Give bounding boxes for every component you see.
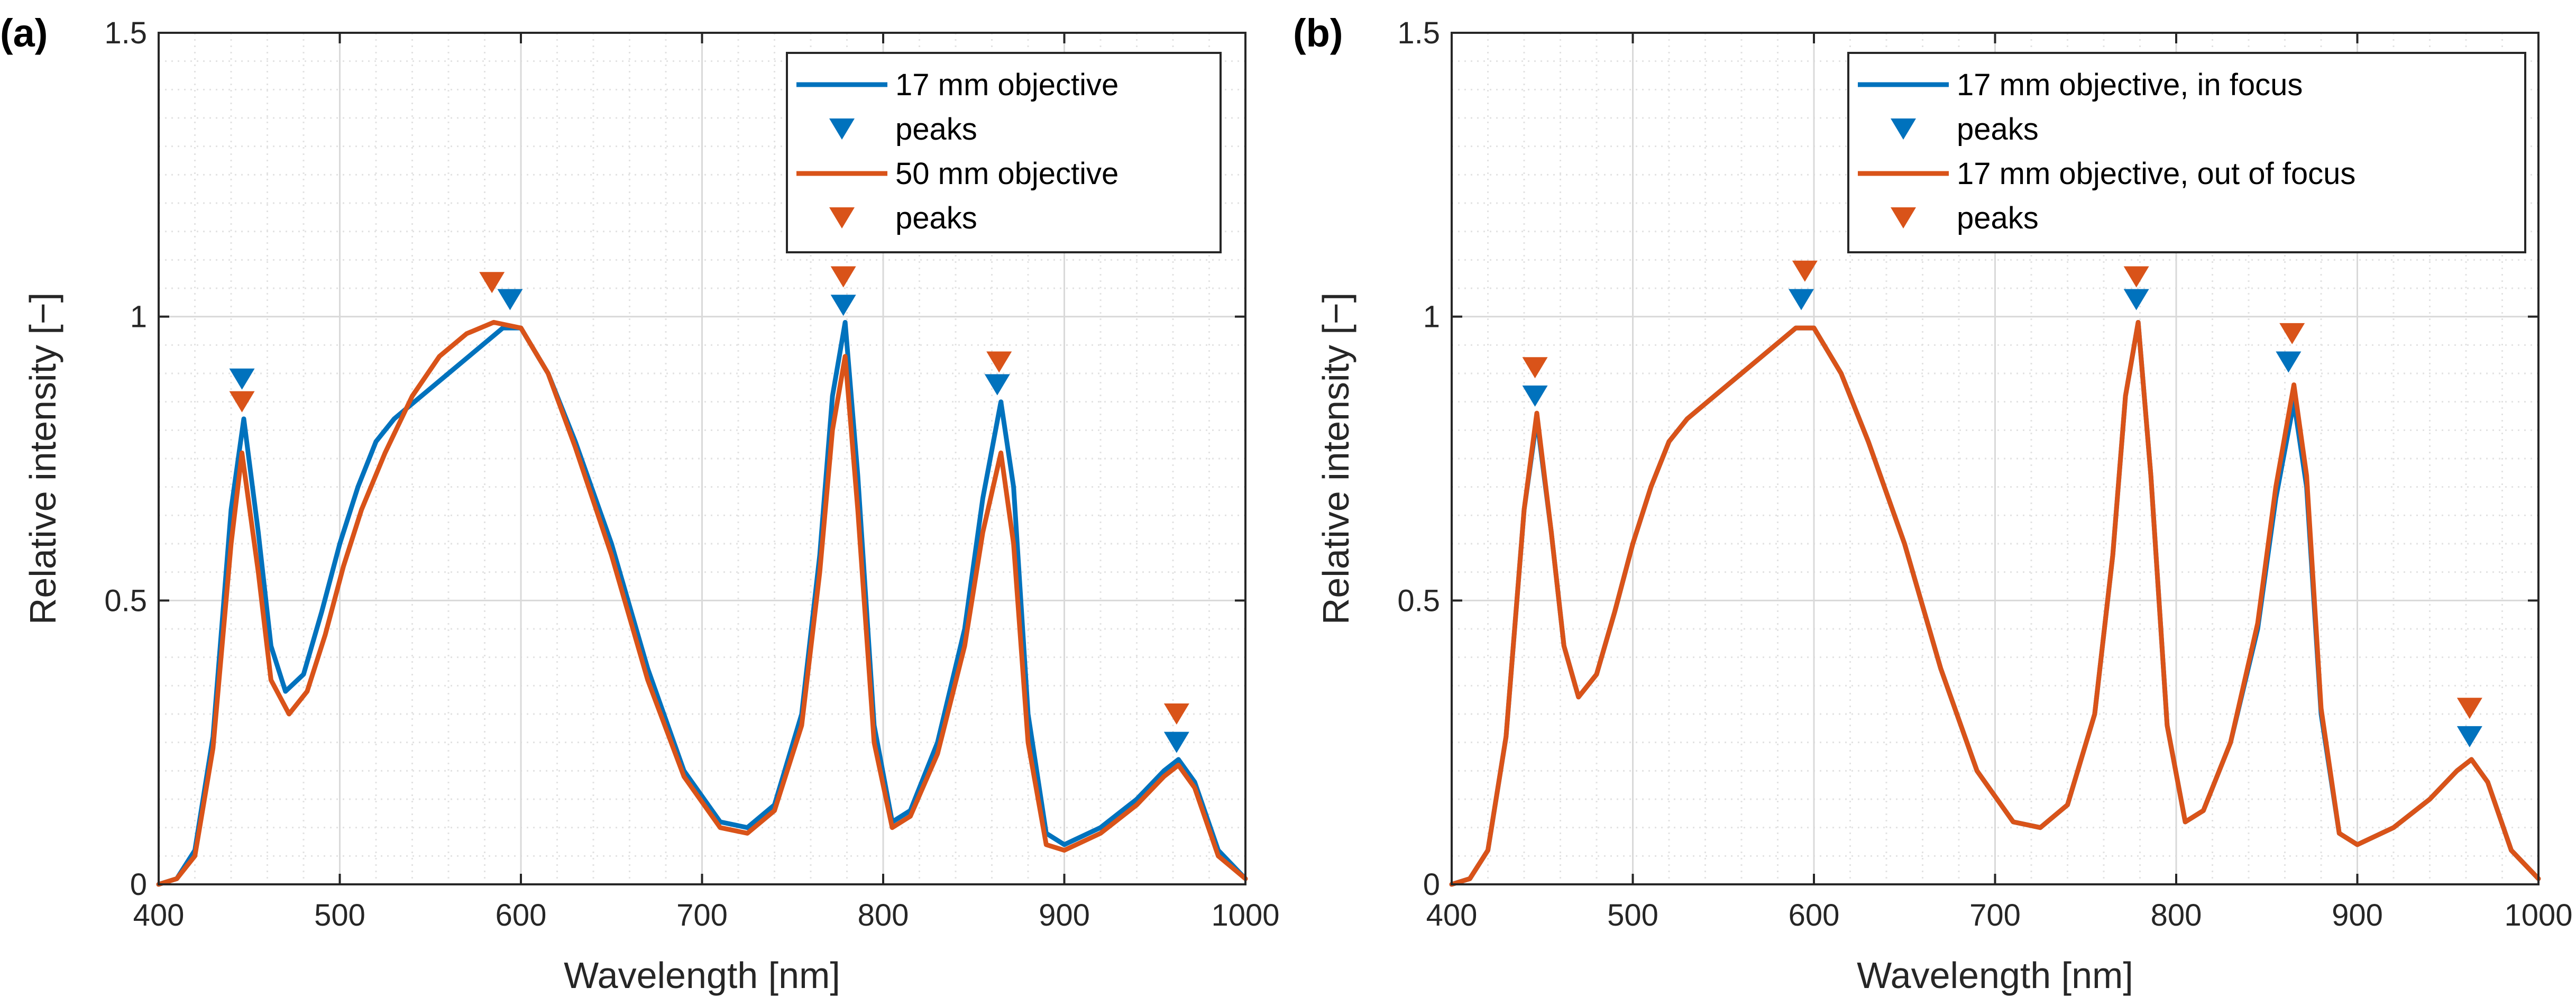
x-tick-label: 900 bbox=[1039, 898, 1090, 932]
x-axis-label: Wavelength [nm] bbox=[1857, 955, 2133, 996]
peak-marker-blue bbox=[229, 368, 255, 390]
peak-marker-orange bbox=[1163, 703, 1189, 725]
y-tick-label: 1 bbox=[130, 300, 147, 334]
y-axis-label: Relative intensity [−] bbox=[1315, 292, 1356, 625]
legend-entry-label: 17 mm objective, in focus bbox=[1957, 68, 2303, 102]
x-tick-label: 800 bbox=[2151, 898, 2202, 932]
peak-marker-blue bbox=[1789, 289, 1814, 310]
legend-marker-swatch bbox=[829, 118, 855, 140]
x-tick-label: 400 bbox=[1426, 898, 1478, 932]
y-tick-label: 0.5 bbox=[104, 583, 147, 618]
legend-entry-label: peaks bbox=[895, 201, 977, 235]
peak-marker-blue bbox=[830, 295, 856, 316]
legend-box bbox=[1847, 52, 2526, 253]
legend-entry-label: peaks bbox=[1957, 112, 2039, 147]
peak-marker-blue bbox=[2456, 726, 2482, 747]
peak-marker-orange bbox=[830, 266, 856, 288]
peak-marker-blue bbox=[2123, 289, 2149, 310]
peak-marker-orange bbox=[2123, 266, 2149, 288]
peak-marker-orange bbox=[479, 272, 505, 294]
series-line-orange bbox=[156, 319, 1248, 887]
panel-b: 400 500 600 700 800 900 1000 0 0.5 1 1.5 Wavelength… bbox=[1293, 11, 2573, 996]
peak-marker-orange bbox=[2456, 698, 2482, 719]
peak-marker-orange bbox=[1522, 357, 1548, 379]
x-tick-label: 400 bbox=[133, 898, 185, 932]
legend-entry-label: peaks bbox=[895, 112, 977, 147]
x-tick-label: 500 bbox=[1607, 898, 1658, 932]
y-tick-label: 1.5 bbox=[1397, 16, 1440, 50]
legend-marker-swatch bbox=[1891, 118, 1916, 140]
x-tick-label: 800 bbox=[858, 898, 909, 932]
y-tick-label: 1.5 bbox=[104, 16, 147, 50]
y-tick-label: 0 bbox=[1423, 867, 1440, 902]
x-axis-label: Wavelength [nm] bbox=[564, 955, 840, 996]
peak-marker-blue bbox=[497, 289, 523, 310]
panel-label: (b) bbox=[1293, 11, 1343, 55]
legend: 17 mm objective, in focus peaks 17 mm obje… bbox=[1847, 52, 2526, 253]
series-line-orange bbox=[1449, 319, 2541, 887]
x-tick-label: 1000 bbox=[1211, 898, 1279, 932]
x-tick-label: 600 bbox=[1789, 898, 1840, 932]
legend-entry-label: 17 mm objective bbox=[895, 68, 1119, 102]
peak-marker-orange bbox=[2279, 323, 2305, 344]
legend-marker-swatch bbox=[1891, 207, 1916, 228]
x-tick-label: 900 bbox=[2332, 898, 2383, 932]
peak-marker-orange bbox=[1792, 260, 1818, 282]
peak-marker-orange bbox=[986, 351, 1012, 373]
panel-a: 400 500 600 700 800 900 1000 0 0.5 1 1.5 Wavelength… bbox=[0, 11, 1280, 996]
panel-label: (a) bbox=[0, 11, 48, 55]
x-tick-label: 1000 bbox=[2504, 898, 2572, 932]
legend-entry-label: 17 mm objective, out of focus bbox=[1957, 157, 2355, 191]
legend-marker-swatch bbox=[829, 207, 855, 228]
x-tick-label: 500 bbox=[314, 898, 365, 932]
x-tick-label: 700 bbox=[1969, 898, 2021, 932]
peak-marker-blue bbox=[1163, 731, 1189, 753]
y-tick-label: 1 bbox=[1423, 300, 1440, 334]
y-tick-label: 0.5 bbox=[1397, 583, 1440, 618]
x-tick-label: 600 bbox=[496, 898, 547, 932]
series-line-blue bbox=[156, 319, 1248, 887]
peak-marker-blue bbox=[984, 374, 1010, 396]
y-axis-label: Relative intensity [−] bbox=[22, 292, 63, 625]
legend-entry-label: 50 mm objective bbox=[895, 157, 1119, 191]
peak-marker-orange bbox=[229, 391, 255, 413]
x-tick-label: 700 bbox=[676, 898, 728, 932]
peak-marker-blue bbox=[2276, 351, 2302, 373]
peak-marker-blue bbox=[1522, 385, 1548, 407]
legend-entry-label: peaks bbox=[1957, 201, 2039, 235]
y-tick-label: 0 bbox=[130, 867, 147, 902]
legend: 17 mm objective peaks 50 mm objective peaks bbox=[786, 52, 1222, 253]
